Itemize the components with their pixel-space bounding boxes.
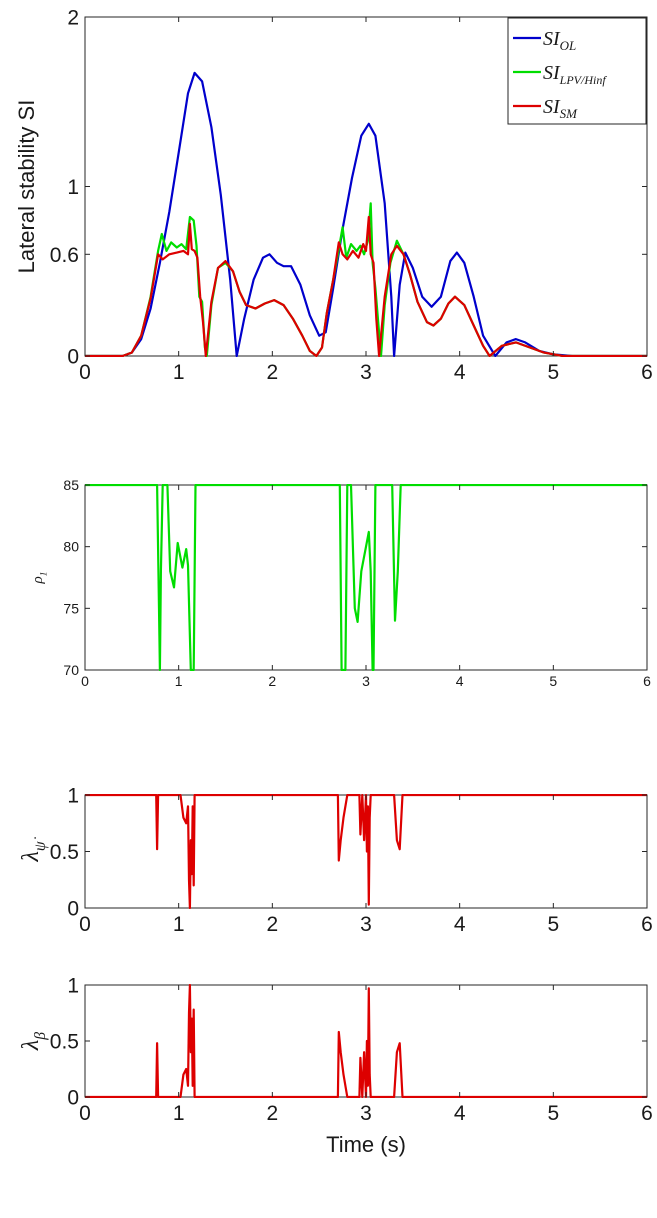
- x-tick-label: 6: [641, 1102, 653, 1125]
- x-tick-label: 3: [360, 361, 372, 384]
- x-tick-label: 3: [362, 673, 370, 689]
- x-tick-label: 5: [549, 673, 557, 689]
- y-tick-label: 0.5: [50, 1031, 79, 1054]
- x-tick-label: 0: [79, 361, 91, 384]
- x-tick-label: 6: [641, 913, 653, 936]
- y-tick-label: 85: [63, 477, 79, 493]
- legend-entry-1: SIOL: [543, 28, 576, 53]
- x-tick-label: 4: [454, 913, 466, 936]
- y-tick-label: 0: [67, 1087, 79, 1110]
- series-line-1: [85, 484, 647, 671]
- chart-panel-1: 0 1 2 3 4 5 6 0 0.6 1 2 Lateral stability SI SIOL SIL…: [14, 7, 653, 384]
- x-tick-label: 5: [547, 913, 559, 936]
- y-tick-label: 0.6: [50, 244, 79, 267]
- y-tick-label: 0: [67, 346, 79, 369]
- chart-panel-3: 0 1 2 3 4 5 6 0 0.5 1 λψ̇: [18, 785, 653, 936]
- y-axis-label: ρ1: [30, 571, 50, 584]
- x-tick-label: 5: [547, 361, 559, 384]
- x-tick-label: 3: [360, 1102, 372, 1125]
- legend-entry-3: SISM: [543, 96, 578, 121]
- x-tick-label: 4: [454, 361, 466, 384]
- series-line-3: [85, 215, 647, 357]
- x-tick-label: 0: [79, 1102, 91, 1125]
- y-tick-label: 2: [67, 7, 79, 30]
- y-tick-label: 75: [63, 600, 79, 616]
- x-tick-label: 4: [454, 1102, 466, 1125]
- x-tick-label: 4: [456, 673, 464, 689]
- x-tick-label: 2: [268, 673, 276, 689]
- x-tick-label: 0: [79, 913, 91, 936]
- x-tick-label: 2: [266, 361, 278, 384]
- series-group: [85, 71, 647, 357]
- y-tick-label: 0: [67, 898, 79, 921]
- x-tick-label: 2: [266, 1102, 278, 1125]
- y-tick-label: 0.5: [50, 841, 79, 864]
- series-line-2: [85, 202, 647, 357]
- y-tick-label: 1: [67, 785, 79, 808]
- y-axis-label: λβ: [18, 1032, 49, 1051]
- x-tick-label: 6: [641, 361, 653, 384]
- y-tick-label: 80: [63, 539, 79, 555]
- x-tick-label: 5: [547, 1102, 559, 1125]
- series-group: [85, 794, 647, 909]
- x-tick-label: 1: [173, 361, 185, 384]
- x-axis-label: Time (s): [326, 1132, 406, 1157]
- legend: SIOL SILPV/Hinf SISM: [507, 17, 647, 125]
- chart-panel-4: 0 1 2 3 4 5 6 0 0.5 1 λβ Time (s): [18, 975, 653, 1157]
- y-tick-label: 1: [67, 176, 79, 199]
- y-tick-label: 70: [63, 662, 79, 678]
- x-tick-label: 2: [266, 913, 278, 936]
- y-axis-label: λψ̇: [18, 836, 49, 862]
- x-tick-label: 1: [173, 913, 185, 936]
- series-group: [85, 484, 647, 671]
- series-line-1: [85, 984, 647, 1098]
- y-axis-label: Lateral stability SI: [14, 100, 39, 274]
- y-tick-label: 1: [67, 975, 79, 998]
- x-tick-label: 1: [173, 1102, 185, 1125]
- x-tick-label: 0: [81, 673, 89, 689]
- x-tick-label: 6: [643, 673, 651, 689]
- series-group: [85, 984, 647, 1098]
- chart-panel-2: 0 1 2 3 4 5 6 70 75 80 85 ρ1: [30, 477, 651, 689]
- legend-entry-2: SILPV/Hinf: [543, 62, 607, 87]
- series-line-1: [85, 794, 647, 909]
- x-tick-label: 1: [175, 673, 183, 689]
- x-tick-label: 3: [360, 913, 372, 936]
